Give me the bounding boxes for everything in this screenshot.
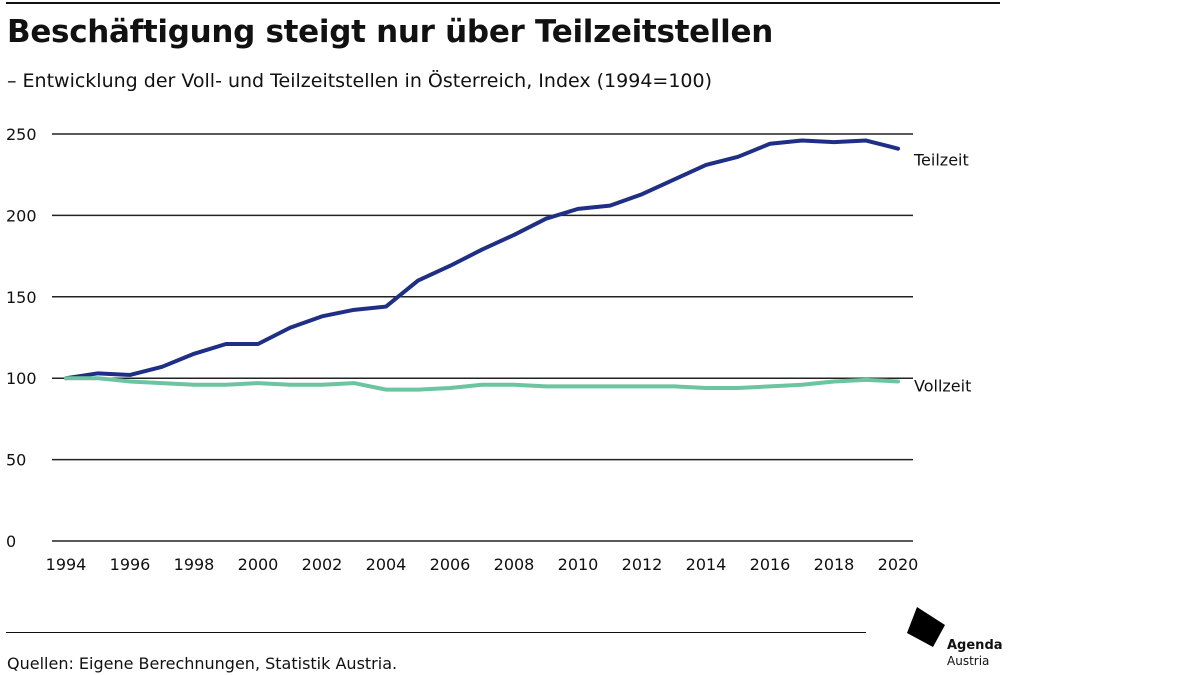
x-tick-label: 1998 [174,555,215,574]
x-tick-label: 2018 [814,555,855,574]
chart-subtitle: – Entwicklung der Voll- und Teilzeitstel… [7,70,713,92]
y-tick-label: 200 [6,206,37,225]
x-tick-label: 2016 [750,555,791,574]
x-tick-label: 1996 [110,555,151,574]
series-line-vollzeit [64,376,900,392]
top-rule [6,2,1000,4]
source-note: Quellen: Eigene Berechnungen, Statistik … [7,654,398,673]
y-tick-label: 0 [6,532,16,551]
x-tick-label: 2012 [622,555,663,574]
x-tick-label: 2008 [494,555,535,574]
y-tick-label: 250 [6,125,37,144]
x-tick-label: 2002 [302,555,343,574]
series-label-teilzeit: Teilzeit [913,151,969,170]
agenda-austria-logo: Agenda Austria [905,605,1005,675]
x-tick-label: 2020 [878,555,919,574]
x-tick-label: 2006 [430,555,471,574]
y-tick-label: 50 [6,451,26,470]
y-tick-label: 100 [6,369,37,388]
x-tick-label: 2004 [366,555,407,574]
x-tick-label: 1994 [46,555,87,574]
x-tick-label: 2010 [558,555,599,574]
chart-title: Beschäftigung steigt nur über Teilzeitst… [7,14,773,50]
y-tick-label: 150 [6,288,37,307]
bottom-rule [6,632,866,633]
series-line-teilzeit [64,138,900,381]
logo-mark-icon [907,607,945,647]
x-tick-label: 2000 [238,555,279,574]
series-label-vollzeit: Vollzeit [914,376,971,395]
x-tick-label: 2014 [686,555,727,574]
